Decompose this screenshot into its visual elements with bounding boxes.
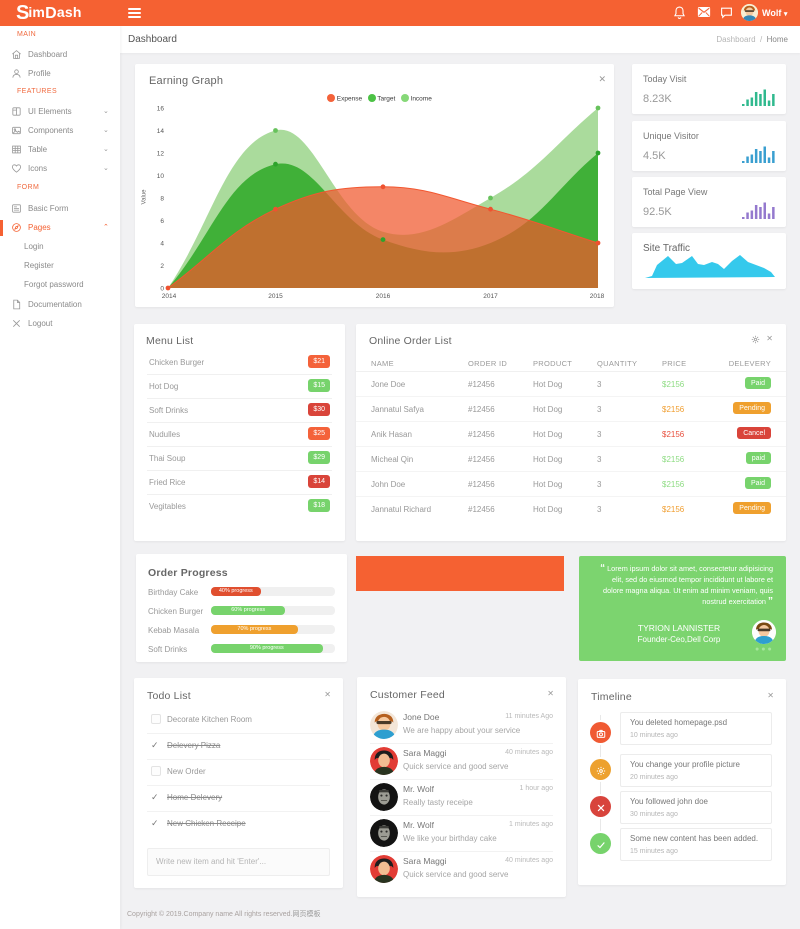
svg-text:12: 12 <box>157 151 165 158</box>
svg-text:2014: 2014 <box>162 293 177 300</box>
svg-text:0: 0 <box>160 286 164 293</box>
svg-text:14: 14 <box>157 128 165 135</box>
svg-text:4: 4 <box>160 241 164 248</box>
svg-text:2: 2 <box>160 263 164 270</box>
svg-text:8: 8 <box>160 196 164 203</box>
svg-text:2017: 2017 <box>483 293 498 300</box>
svg-text:2016: 2016 <box>376 293 391 300</box>
svg-text:16: 16 <box>157 106 165 113</box>
svg-text:2015: 2015 <box>268 293 283 300</box>
svg-text:10: 10 <box>157 173 165 180</box>
svg-text:2018: 2018 <box>590 293 605 300</box>
svg-text:6: 6 <box>160 218 164 225</box>
